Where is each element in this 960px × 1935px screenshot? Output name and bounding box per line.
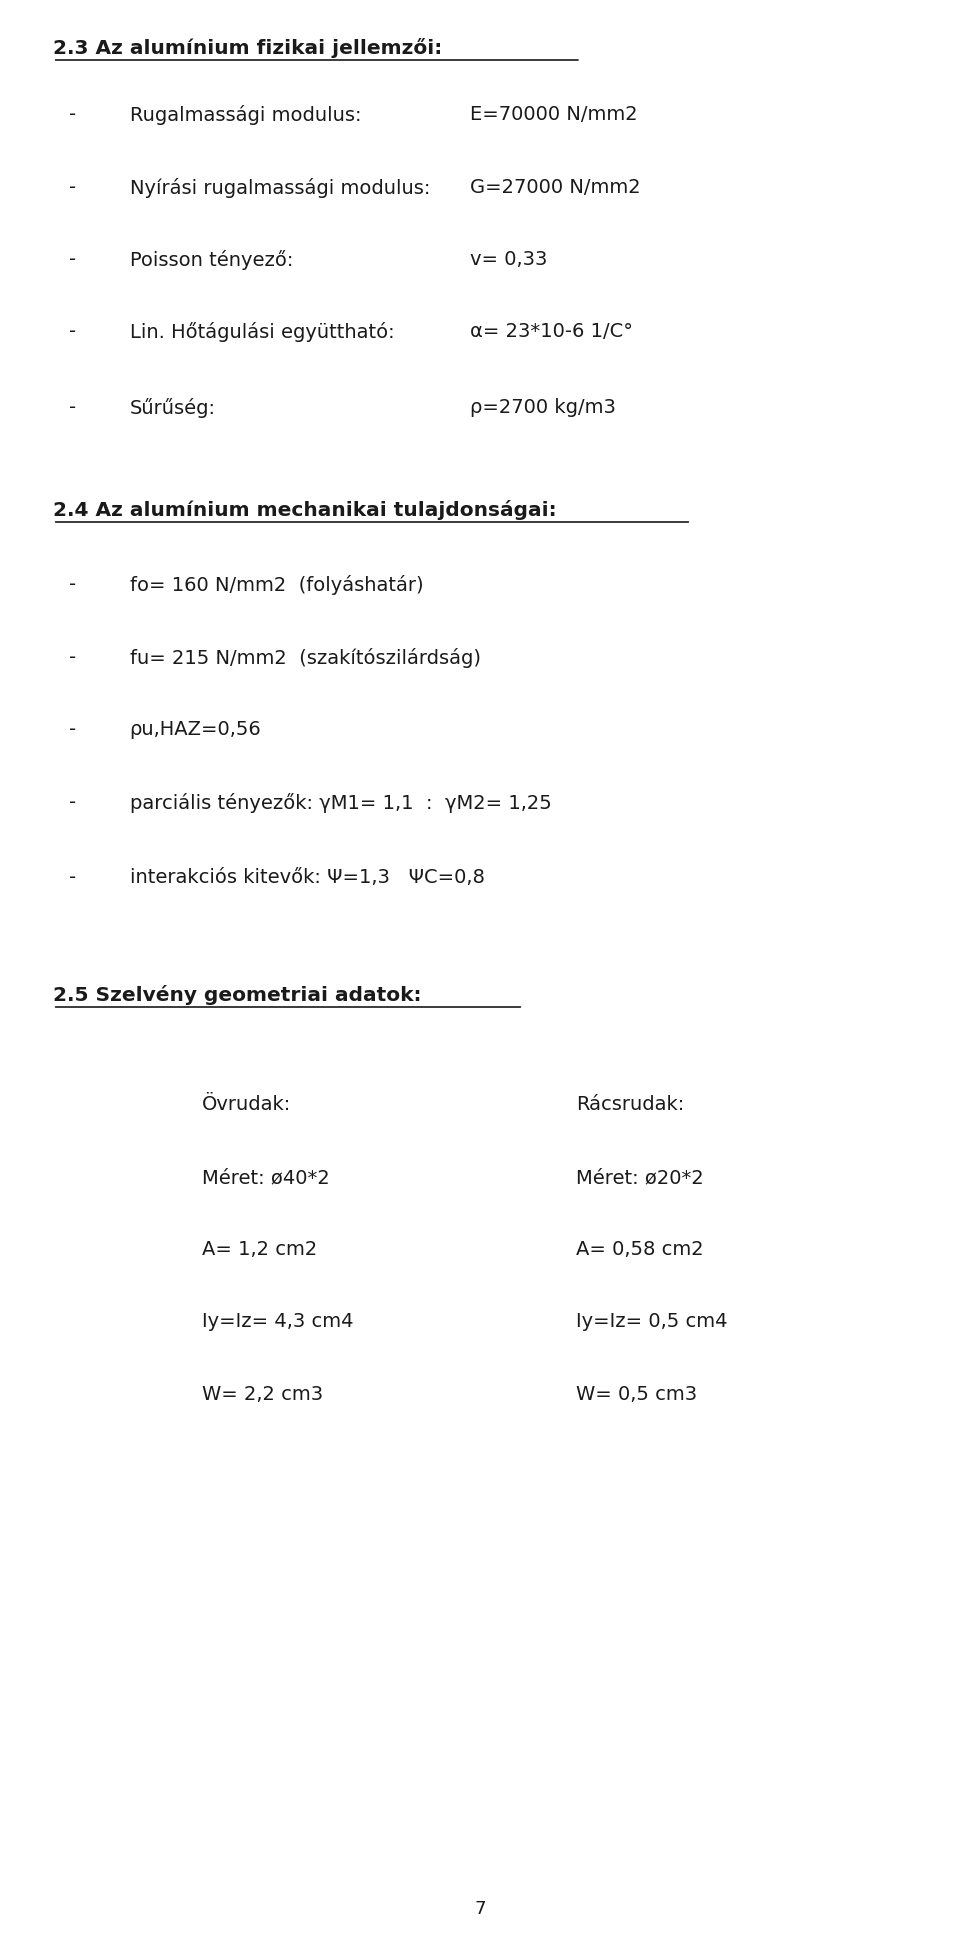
Text: Sűrűség:: Sűrűség: [130, 399, 216, 418]
Text: 2.5 Szelvény geometriai adatok:: 2.5 Szelvény geometriai adatok: [53, 985, 421, 1004]
Text: Iy=Iz= 4,3 cm4: Iy=Iz= 4,3 cm4 [202, 1312, 353, 1331]
Text: Rugalmassági modulus:: Rugalmassági modulus: [130, 104, 361, 126]
Text: parciális tényezők: γM1= 1,1  :  γM2= 1,25: parciális tényezők: γM1= 1,1 : γM2= 1,25 [130, 793, 551, 813]
Text: G=27000 N/mm2: G=27000 N/mm2 [470, 178, 641, 197]
Text: 2.4 Az alumínium mechanikai tulajdonságai:: 2.4 Az alumínium mechanikai tulajdonsága… [53, 499, 557, 521]
Text: Méret: ø40*2: Méret: ø40*2 [202, 1169, 329, 1186]
Text: -: - [69, 178, 76, 197]
Text: Méret: ø20*2: Méret: ø20*2 [576, 1169, 704, 1186]
Text: v= 0,33: v= 0,33 [470, 250, 548, 269]
Text: -: - [69, 793, 76, 813]
Text: Poisson tényező:: Poisson tényező: [130, 250, 293, 271]
Text: W= 2,2 cm3: W= 2,2 cm3 [202, 1385, 323, 1405]
Text: -: - [69, 104, 76, 124]
Text: -: - [69, 720, 76, 739]
Text: A= 0,58 cm2: A= 0,58 cm2 [576, 1240, 704, 1260]
Text: Övrudak:: Övrudak: [202, 1095, 291, 1115]
Text: -: - [69, 399, 76, 418]
Text: W= 0,5 cm3: W= 0,5 cm3 [576, 1385, 697, 1405]
Text: E=70000 N/mm2: E=70000 N/mm2 [470, 104, 638, 124]
Text: α= 23*10-6 1/C°: α= 23*10-6 1/C° [470, 321, 634, 341]
Text: -: - [69, 869, 76, 886]
Text: ρu,HAZ=0,56: ρu,HAZ=0,56 [130, 720, 261, 739]
Text: -: - [69, 648, 76, 668]
Text: Iy=Iz= 0,5 cm4: Iy=Iz= 0,5 cm4 [576, 1312, 728, 1331]
Text: Nyírási rugalmassági modulus:: Nyírási rugalmassági modulus: [130, 178, 430, 197]
Text: fo= 160 N/mm2  (folyáshatár): fo= 160 N/mm2 (folyáshatár) [130, 575, 423, 594]
Text: Rácsrudak:: Rácsrudak: [576, 1095, 684, 1115]
Text: -: - [69, 250, 76, 269]
Text: ρ=2700 kg/m3: ρ=2700 kg/m3 [470, 399, 616, 418]
Text: -: - [69, 575, 76, 594]
Text: -: - [69, 321, 76, 341]
Text: fu= 215 N/mm2  (szakítószilárdság): fu= 215 N/mm2 (szakítószilárdság) [130, 648, 481, 668]
Text: 2.3 Az alumínium fizikai jellemzői:: 2.3 Az alumínium fizikai jellemzői: [53, 39, 442, 58]
Text: 7: 7 [474, 1900, 486, 1918]
Text: Lin. Hőtágulási együttható:: Lin. Hőtágulási együttható: [130, 321, 395, 342]
Text: interakciós kitevők: Ψ=1,3   ΨC=0,8: interakciós kitevők: Ψ=1,3 ΨC=0,8 [130, 869, 485, 886]
Text: A= 1,2 cm2: A= 1,2 cm2 [202, 1240, 317, 1260]
